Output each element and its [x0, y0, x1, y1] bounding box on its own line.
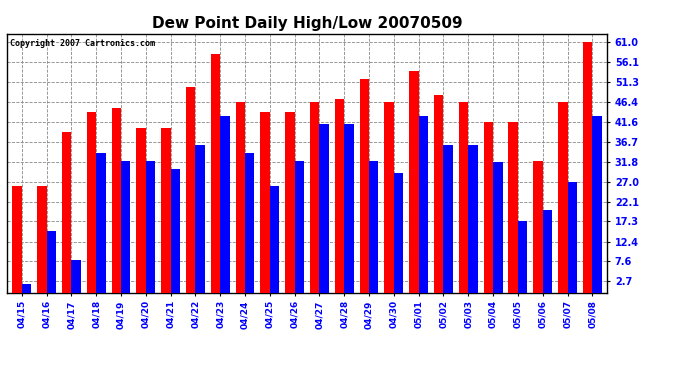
Bar: [344, 124, 354, 292]
Bar: [394, 173, 403, 292]
Bar: [220, 116, 230, 292]
Bar: [87, 112, 96, 292]
Bar: [369, 161, 379, 292]
Bar: [47, 231, 56, 292]
Bar: [295, 161, 304, 292]
Bar: [96, 153, 106, 292]
Bar: [235, 102, 245, 292]
Bar: [195, 145, 205, 292]
Bar: [121, 161, 130, 292]
Bar: [444, 145, 453, 292]
Bar: [22, 284, 31, 292]
Bar: [37, 186, 47, 292]
Bar: [12, 186, 22, 292]
Bar: [434, 95, 444, 292]
Text: Copyright 2007 Cartronics.com: Copyright 2007 Cartronics.com: [10, 39, 155, 48]
Bar: [533, 161, 543, 292]
Bar: [518, 222, 527, 292]
Bar: [592, 116, 602, 292]
Bar: [112, 108, 121, 292]
Bar: [484, 122, 493, 292]
Bar: [493, 162, 502, 292]
Bar: [71, 260, 81, 292]
Bar: [310, 102, 319, 292]
Title: Dew Point Daily High/Low 20070509: Dew Point Daily High/Low 20070509: [152, 16, 462, 31]
Bar: [211, 54, 220, 292]
Bar: [245, 153, 255, 292]
Bar: [319, 124, 329, 292]
Bar: [459, 102, 469, 292]
Bar: [543, 210, 552, 292]
Bar: [270, 186, 279, 292]
Bar: [285, 112, 295, 292]
Bar: [161, 128, 170, 292]
Bar: [509, 122, 518, 292]
Bar: [384, 102, 394, 292]
Bar: [146, 161, 155, 292]
Bar: [409, 71, 419, 292]
Bar: [170, 169, 180, 292]
Bar: [260, 112, 270, 292]
Bar: [137, 128, 146, 292]
Bar: [567, 182, 577, 292]
Bar: [419, 116, 428, 292]
Bar: [62, 132, 71, 292]
Bar: [186, 87, 195, 292]
Bar: [469, 145, 477, 292]
Bar: [359, 79, 369, 292]
Bar: [583, 42, 592, 292]
Bar: [558, 102, 567, 292]
Bar: [335, 99, 344, 292]
